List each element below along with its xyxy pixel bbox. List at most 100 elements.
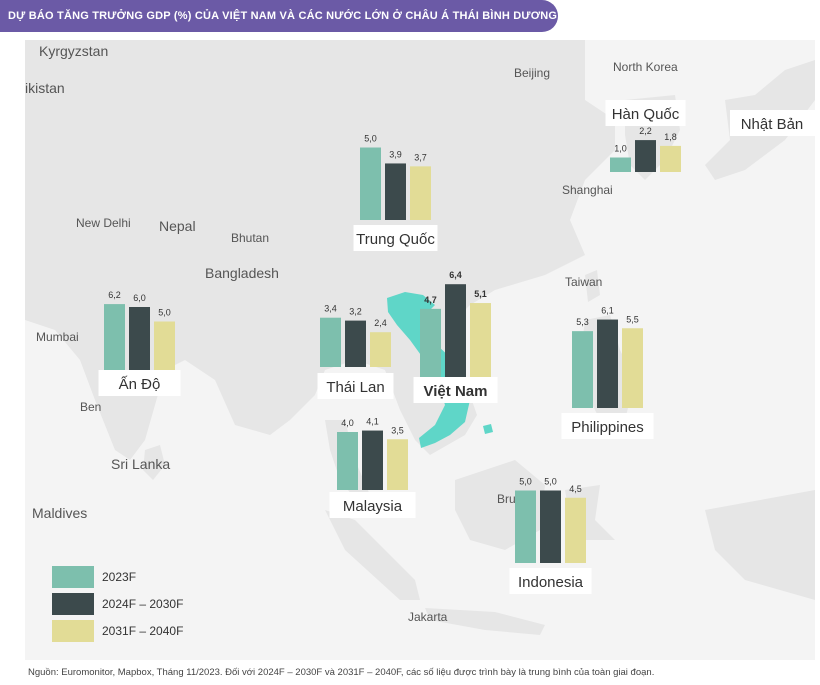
value-label-philippines-1: 6,1	[601, 306, 614, 316]
bar-indonesia-0	[515, 490, 536, 563]
country-name-box-korea	[605, 100, 686, 126]
vietnam-land	[387, 292, 470, 448]
country-name-box-malaysia	[329, 492, 416, 518]
map-label-new-delhi: New Delhi	[76, 216, 131, 230]
value-label-indonesia-0: 5,0	[519, 477, 532, 487]
chart-title: DỰ BÁO TĂNG TRƯỞNG GDP (%) CỦA VIỆT NAM …	[8, 10, 558, 22]
java-land	[425, 608, 545, 635]
map-chart: Kyrgyzstan ikistan Beijing North Korea N…	[25, 40, 815, 660]
value-label-vietnam-1: 6,4	[449, 270, 462, 280]
map-label-mumbai: Mumbai	[36, 330, 79, 344]
source-note: Nguồn: Euromonitor, Mapbox, Tháng 11/202…	[28, 667, 655, 678]
legend-item-2024-2030: 2024F – 2030F	[52, 593, 232, 615]
value-label-philippines-2: 5,5	[626, 314, 639, 324]
bar-china-1	[385, 163, 406, 220]
bar-group-china: 5,0 3,9 3,7 Trung Quốc	[353, 134, 438, 251]
value-label-china-0: 5,0	[364, 134, 377, 144]
value-label-korea-0: 1,0	[614, 144, 627, 154]
value-label-vietnam-0: 4,7	[424, 295, 437, 305]
map-label-bhutan: Bhutan	[231, 231, 269, 245]
map-label-tajikistan: ikistan	[25, 80, 65, 96]
map-label-nepal: Nepal	[159, 218, 196, 234]
bar-china-2	[410, 166, 431, 220]
legend-swatch-2031-2040	[52, 620, 94, 642]
country-name-china: Trung Quốc	[356, 231, 435, 248]
country-name-box-china	[353, 225, 438, 251]
bar-group-vietnam: 4,7 6,4 5,1 Việt Nam	[413, 270, 498, 403]
value-label-indonesia-1: 5,0	[544, 477, 557, 487]
country-name-thailand: Thái Lan	[326, 379, 384, 396]
map-label-shanghai: Shanghai	[562, 183, 613, 197]
map-label-bangladesh: Bangladesh	[205, 265, 279, 281]
legend-label-2023: 2023F	[102, 570, 137, 584]
bar-korea-0	[610, 157, 631, 172]
sumatra-land	[325, 510, 420, 600]
country-name-box-vietnam	[413, 377, 498, 403]
map-label-brunei: Bru	[497, 492, 516, 506]
map-label-maldives: Maldives	[32, 505, 87, 521]
legend-item-2023: 2023F	[52, 566, 232, 588]
map-label-taiwan: Taiwan	[565, 275, 602, 289]
country-name-japan: Nhật Bản	[741, 116, 804, 133]
bar-philippines-0	[572, 331, 593, 408]
taiwan-land	[585, 270, 600, 302]
bar-vietnam-1	[445, 284, 466, 377]
value-label-malaysia-1: 4,1	[366, 417, 379, 427]
country-name-box-indonesia	[509, 568, 592, 594]
value-label-malaysia-0: 4,0	[341, 418, 354, 428]
value-label-malaysia-2: 3,5	[391, 425, 404, 435]
map-label-sri-lanka: Sri Lanka	[111, 456, 170, 472]
new-guinea-land	[705, 490, 815, 600]
country-name-malaysia: Malaysia	[343, 498, 403, 515]
country-name-philippines: Philippines	[571, 419, 644, 436]
bar-thailand-2	[370, 332, 391, 367]
country-name-korea: Hàn Quốc	[612, 106, 680, 123]
value-label-indonesia-2: 4,5	[569, 484, 582, 494]
bar-group-indonesia: 5,0 5,0 4,5 Indonesia	[509, 477, 592, 594]
bar-group-thailand: 3,4 3,2 2,4 Thái Lan	[317, 304, 394, 399]
value-label-thailand-0: 3,4	[324, 304, 337, 314]
bar-korea-2	[660, 145, 681, 172]
country-name-vietnam: Việt Nam	[424, 383, 488, 400]
value-label-india-2: 5,0	[158, 308, 171, 318]
bar-philippines-1	[597, 319, 618, 408]
title-banner: DỰ BÁO TĂNG TRƯỞNG GDP (%) CỦA VIỆT NAM …	[0, 0, 558, 32]
legend-item-2031-2040: 2031F – 2040F	[52, 620, 232, 642]
value-label-india-0: 6,2	[108, 290, 121, 300]
map-label-beijing: Beijing	[514, 66, 550, 80]
value-label-china-1: 3,9	[389, 149, 402, 159]
country-name-box-india	[98, 370, 181, 396]
map-label-bengaluru: Ben	[80, 400, 101, 414]
bar-group-korea: 1,0 2,2 1,8 Hàn Quốc	[605, 100, 686, 172]
sri-lanka-land	[143, 445, 165, 480]
bar-indonesia-1	[540, 490, 561, 563]
legend-swatch-2023	[52, 566, 94, 588]
map-label-kyrgyzstan: Kyrgyzstan	[39, 43, 108, 59]
bar-china-0	[360, 147, 381, 220]
bar-thailand-1	[345, 320, 366, 367]
bar-group-malaysia: 4,0 4,1 3,5 Malaysia	[329, 417, 416, 518]
value-label-korea-2: 1,8	[664, 132, 677, 142]
value-label-india-1: 6,0	[133, 293, 146, 303]
country-name-indonesia: Indonesia	[518, 574, 584, 591]
bar-vietnam-2	[470, 303, 491, 377]
bar-group-philippines: 5,3 6,1 5,5 Philippines	[561, 306, 654, 439]
bar-philippines-2	[622, 328, 643, 408]
legend-label-2031-2040: 2031F – 2040F	[102, 624, 184, 638]
map-label-north-korea: North Korea	[613, 60, 678, 74]
country-name-india: Ấn Độ	[119, 376, 161, 393]
bar-indonesia-2	[565, 497, 586, 563]
legend-swatch-2024-2030	[52, 593, 94, 615]
bar-malaysia-2	[387, 439, 408, 490]
bar-malaysia-1	[362, 430, 383, 490]
value-label-thailand-2: 2,4	[374, 318, 387, 328]
country-name-box-thailand	[317, 373, 394, 399]
value-label-thailand-1: 3,2	[349, 307, 362, 317]
legend-label-2024-2030: 2024F – 2030F	[102, 597, 184, 611]
value-label-korea-1: 2,2	[639, 126, 652, 136]
bar-group-india: 6,2 6,0 5,0 Ấn Độ	[98, 290, 181, 396]
bar-thailand-0	[320, 317, 341, 367]
bar-korea-1	[635, 140, 656, 172]
country-name-box-philippines	[561, 413, 654, 439]
